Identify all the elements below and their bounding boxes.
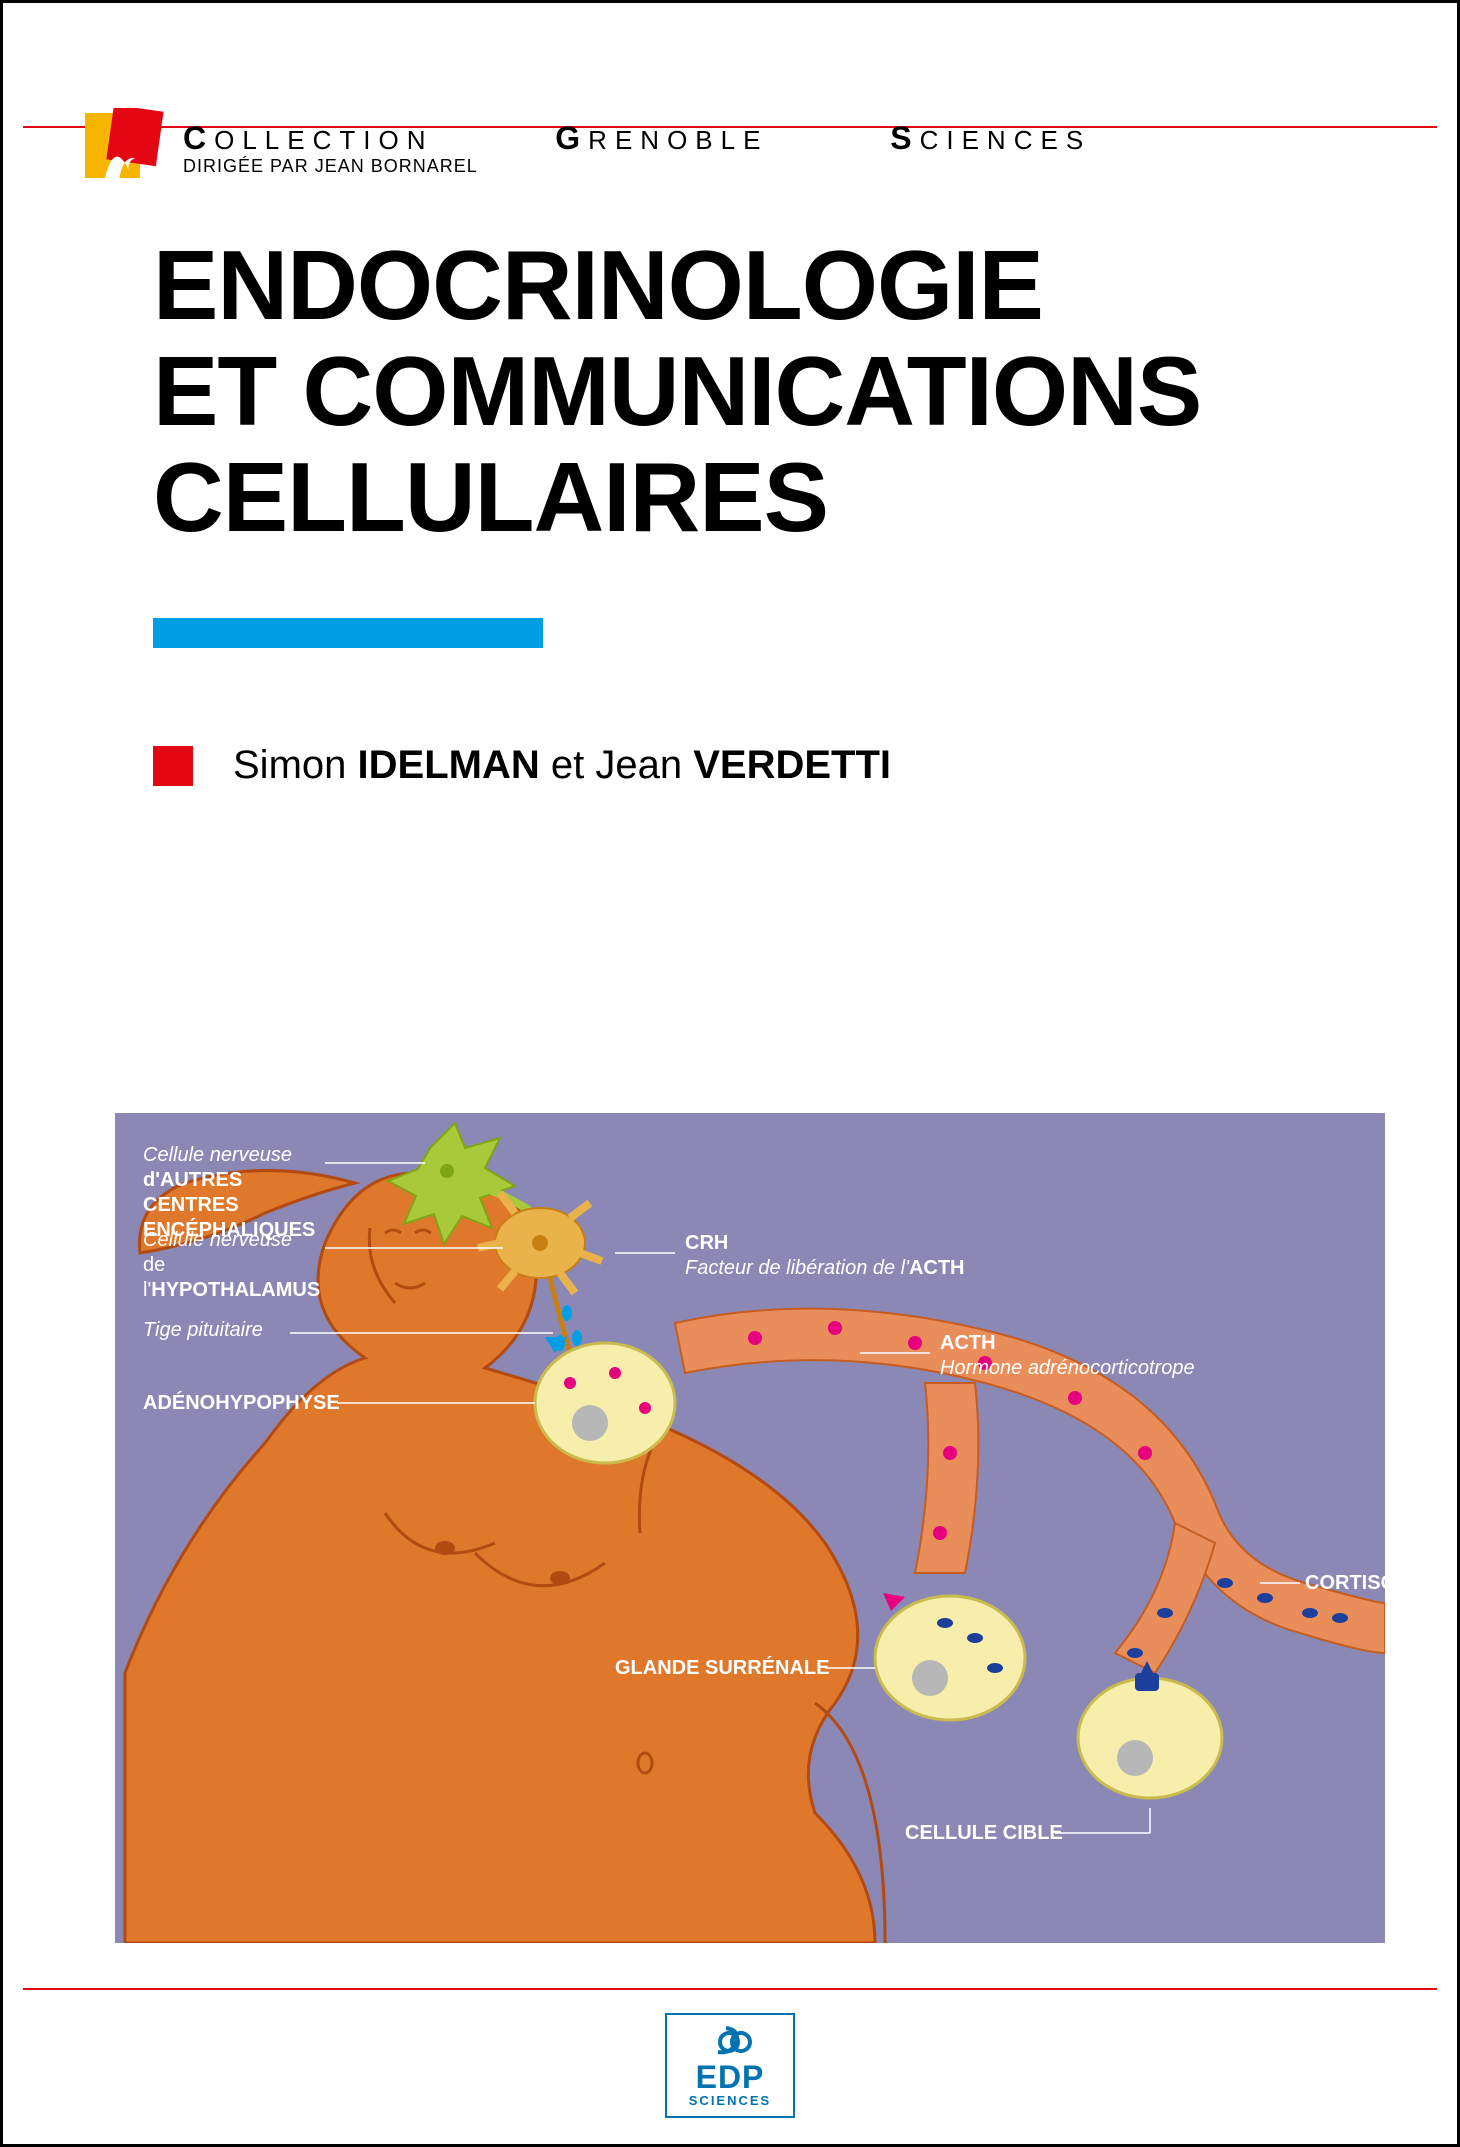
footer-rule (23, 1988, 1437, 1990)
title-underline-bar (153, 618, 543, 648)
label-hypothalamus: Cellule nerveuse de l'HYPOTHALAMUS (143, 1228, 343, 1303)
adenohypophysis-cell (535, 1337, 675, 1463)
cap-s: S (890, 120, 919, 156)
label-adenohypophyse: ADÉNOHYPOPHYSE (143, 1391, 340, 1416)
author-bullet-icon (153, 746, 193, 786)
adrenal-cell (875, 1593, 1025, 1720)
publisher-logo: EDP SCIENCES (665, 2013, 795, 2118)
label-acth: ACTH Hormone adrénocorticotrope (940, 1331, 1280, 1381)
label-tige: Tige pituitaire (143, 1318, 263, 1343)
collection-director: DIRIGÉE PAR JEAN BORNAREL (183, 156, 478, 177)
publisher-block: EDP SCIENCES (3, 2013, 1457, 2118)
title-line2: ET COMMUNICATIONS (153, 336, 1201, 446)
label-crh: CRH Facteur de libération de l'ACTH (685, 1231, 1025, 1281)
publisher-sub: SCIENCES (689, 2093, 771, 2108)
publisher-mark-icon (708, 2024, 753, 2059)
authors-row: Simon IDELMAN et Jean VERDETTI (153, 743, 891, 788)
header: COLLECTION GRENOBLE SCIENCES DIRIGÉE PAR… (3, 58, 1457, 178)
publisher-name: EDP (696, 2061, 765, 2093)
title-line3: CELLULAIRES (153, 442, 828, 552)
book-title: ENDOCRINOLOGIE ET COMMUNICATIONS CELLULA… (153, 233, 1397, 550)
label-adrenal: GLANDE SURRÉNALE (615, 1656, 829, 1681)
target-cell (1078, 1661, 1222, 1798)
cover-diagram: Cellule nerveuse d'AUTRES CENTRES ENCÉPH… (115, 1113, 1385, 1943)
authors-text: Simon IDELMAN et Jean VERDETTI (233, 743, 891, 788)
title-line1: ENDOCRINOLOGIE (153, 230, 1043, 340)
series-logo (75, 108, 165, 198)
label-target-cell: CELLULE CIBLE (905, 1821, 1063, 1846)
cap-c: C (183, 120, 214, 156)
collection-title: COLLECTION GRENOBLE SCIENCES (183, 120, 1091, 157)
label-cortisol: CORTISOL (1305, 1571, 1408, 1596)
cap-g: G (555, 120, 588, 156)
